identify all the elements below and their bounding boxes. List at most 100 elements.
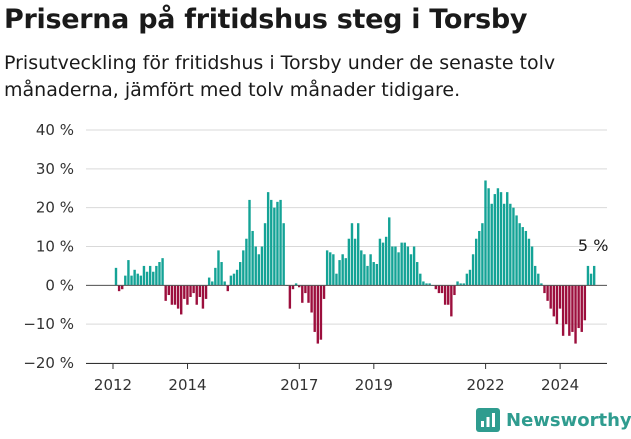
bar: [577, 285, 580, 329]
x-tick-label: 2012: [94, 376, 132, 394]
bar: [142, 265, 146, 286]
x-tick-label: 2022: [467, 376, 505, 394]
bar: [229, 275, 233, 286]
x-tick-label: 2017: [280, 376, 318, 394]
last-value-label: 5 %: [578, 236, 608, 255]
bar: [136, 273, 139, 286]
bar: [372, 262, 375, 286]
bar: [186, 285, 189, 305]
bar: [360, 250, 363, 286]
bar: [409, 254, 413, 286]
bar: [375, 263, 379, 286]
bar: [490, 203, 493, 286]
bar: [344, 258, 347, 286]
bar: [456, 281, 459, 286]
bar: [478, 230, 481, 286]
bar: [291, 285, 295, 290]
bar: [546, 285, 549, 301]
bar: [580, 285, 583, 332]
bar: [307, 285, 310, 303]
bar: [245, 238, 248, 286]
bar: [279, 199, 282, 286]
y-tick-label: 0 %: [45, 276, 74, 294]
bar: [437, 285, 441, 294]
bar: [453, 285, 456, 296]
bar: [530, 246, 534, 286]
bar: [313, 285, 316, 332]
bar: [217, 250, 220, 286]
bar: [583, 285, 587, 321]
y-tick-label: −20 %: [23, 354, 74, 372]
bar: [356, 223, 360, 286]
bar: [537, 273, 540, 286]
bar: [161, 258, 164, 286]
bar: [232, 273, 236, 286]
bar: [130, 275, 133, 286]
bar: [524, 230, 528, 286]
bar: [521, 227, 524, 286]
bar: [242, 250, 245, 286]
bar: [381, 242, 385, 286]
bar: [400, 242, 403, 286]
bar: [363, 254, 366, 286]
bar: [369, 254, 372, 286]
bar: [117, 285, 121, 292]
bar: [226, 285, 229, 292]
bar: [543, 285, 546, 294]
bar: [235, 269, 239, 286]
bar: [201, 285, 205, 309]
bar: [391, 246, 394, 286]
newsworthy-brand[interactable]: Newsworthy: [476, 408, 631, 432]
bar: [487, 188, 490, 286]
bar: [568, 285, 571, 336]
bar: [447, 285, 450, 305]
bar: [574, 285, 577, 344]
bar: [512, 207, 515, 286]
bar: [139, 275, 143, 286]
bar: [298, 285, 301, 288]
bar: [415, 262, 419, 286]
bar: [527, 238, 531, 286]
x-tick-label: 2024: [541, 376, 579, 394]
bar: [254, 246, 257, 286]
bar: [270, 199, 273, 286]
bar: [223, 281, 226, 286]
bar: [173, 285, 177, 305]
bar: [288, 285, 292, 309]
bar: [450, 285, 453, 317]
bar: [394, 246, 397, 286]
bar: [403, 242, 406, 286]
y-tick-label: 40 %: [36, 121, 74, 139]
bar: [462, 283, 465, 286]
bar: [183, 285, 186, 299]
bar: [319, 285, 323, 340]
bar: [176, 285, 180, 309]
bar: [260, 246, 264, 286]
bar: [214, 267, 217, 286]
bar: [481, 223, 484, 286]
bar: [586, 265, 590, 286]
bar: [341, 254, 344, 286]
bar: [124, 275, 127, 286]
bar: [114, 267, 118, 286]
bar: [257, 254, 261, 286]
bar: [192, 285, 195, 294]
bar: [180, 285, 183, 315]
y-tick-label: 10 %: [36, 238, 74, 256]
bar: [332, 254, 335, 286]
y-tick-label: 20 %: [36, 199, 74, 217]
bar: [353, 238, 357, 286]
bar: [493, 194, 497, 286]
bar: [419, 273, 422, 286]
bar: [248, 199, 251, 286]
bar: [502, 203, 506, 286]
bar: [220, 262, 223, 286]
newsworthy-logo-icon: [476, 408, 500, 432]
bar: [121, 285, 124, 290]
bar: [266, 192, 270, 286]
bar: [540, 283, 543, 286]
bar: [565, 285, 568, 325]
bar: [239, 262, 242, 286]
bar: [468, 269, 472, 286]
